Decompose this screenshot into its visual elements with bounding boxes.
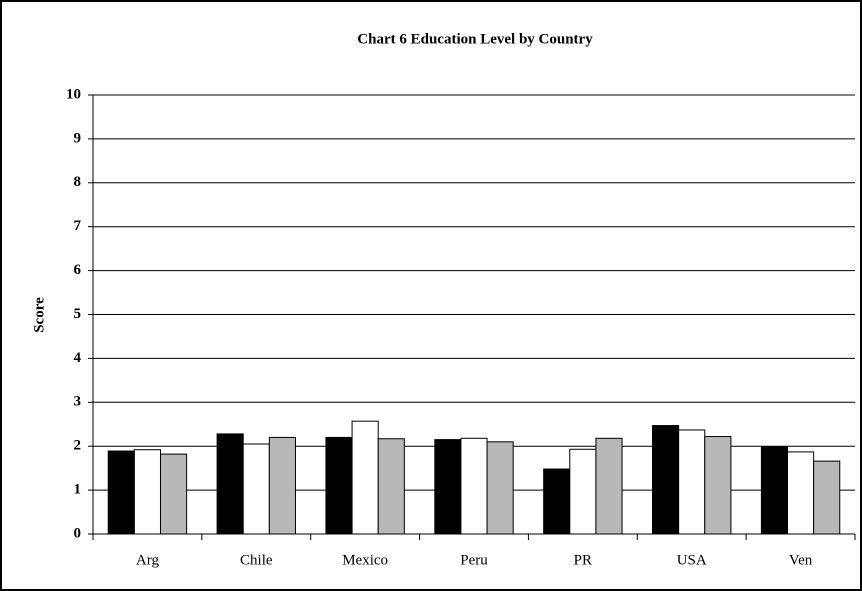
- bar: [159, 453, 188, 535]
- y-tick-label: 0: [74, 525, 82, 541]
- x-tick-label: Peru: [460, 552, 488, 568]
- bar: [107, 450, 135, 535]
- y-tick-label: 1: [74, 482, 82, 498]
- x-tick-label: Arg: [136, 552, 160, 568]
- bar: [268, 436, 296, 535]
- bar: [704, 436, 732, 535]
- x-tick-label: PR: [574, 552, 592, 568]
- bar: [678, 429, 706, 535]
- y-tick-label: 4: [74, 350, 82, 366]
- y-axis-label: Score: [31, 297, 47, 333]
- bar: [377, 438, 405, 535]
- bar: [652, 425, 680, 535]
- bar: [486, 441, 514, 535]
- bar: [787, 451, 815, 535]
- bar: [460, 437, 488, 535]
- y-tick-label: 6: [74, 262, 82, 278]
- bar: [351, 420, 379, 535]
- y-tick-label: 5: [74, 306, 82, 322]
- x-tick-label: USA: [677, 552, 707, 568]
- x-tick-label: Chile: [240, 552, 273, 568]
- bar: [543, 468, 571, 535]
- bar: [216, 433, 244, 535]
- y-tick-label: 9: [74, 130, 82, 146]
- chart-title: Chart 6 Education Level by Country: [357, 31, 593, 47]
- y-tick-label: 3: [74, 394, 82, 410]
- bar: [569, 448, 597, 535]
- y-tick-label: 2: [74, 438, 82, 454]
- y-tick-label: 8: [74, 174, 82, 190]
- bar: [133, 449, 161, 535]
- x-tick-label: Ven: [789, 552, 813, 568]
- bar: [325, 436, 353, 535]
- bar: [242, 443, 270, 535]
- x-tick-label: Mexico: [342, 552, 388, 568]
- bar: [595, 437, 623, 535]
- bar: [813, 460, 841, 535]
- y-tick-label: 10: [66, 86, 81, 102]
- y-tick-label: 7: [74, 218, 82, 234]
- bar: [434, 439, 462, 535]
- bar: [760, 446, 789, 535]
